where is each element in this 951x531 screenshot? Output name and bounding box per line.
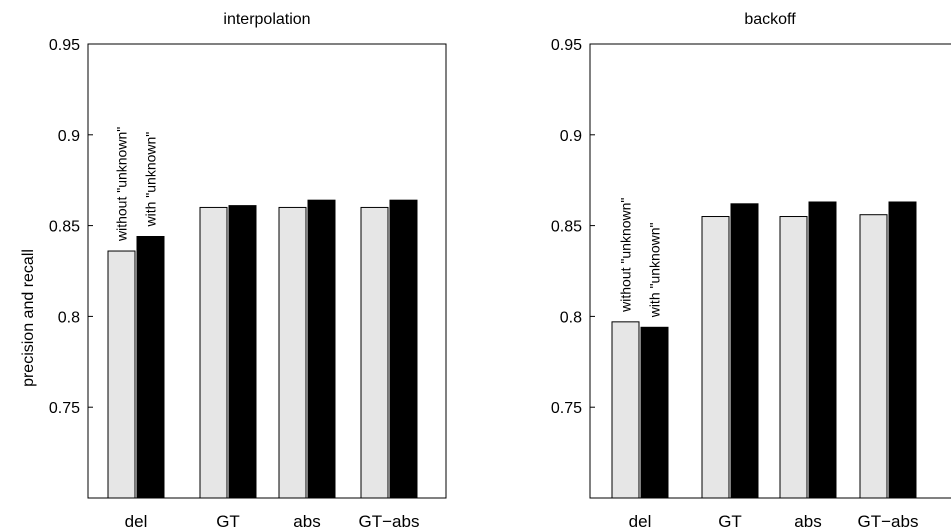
x-tick-label: GT	[216, 512, 240, 531]
bar-with-unknown	[307, 199, 336, 499]
category-labels: del GT abs GT−abs	[125, 512, 420, 531]
y-tick-label: 0.9	[560, 128, 582, 145]
bar-without-unknown	[611, 321, 640, 499]
bar-with-unknown	[389, 199, 418, 499]
y-tick-label: 0.8	[560, 309, 582, 326]
plot-area	[589, 43, 951, 499]
category-labels: del GT abs GT−abs	[629, 512, 919, 531]
bar-with-unknown	[136, 235, 165, 499]
y-tick-label: 0.8	[58, 309, 80, 326]
bar-without-unknown	[278, 206, 307, 499]
y-tick-label: 0.85	[49, 219, 80, 236]
x-tick-label: GT−abs	[359, 512, 420, 531]
y-tick-label: 0.95	[551, 37, 582, 54]
series-annotation: with "unknown"	[647, 222, 663, 318]
x-tick-label: GT−abs	[858, 512, 919, 531]
y-tick-label: 0.75	[551, 400, 582, 417]
y-tick-label: 0.85	[551, 219, 582, 236]
annotations: without "unknown" with "unknown"	[114, 127, 159, 242]
bar-with-unknown	[888, 201, 917, 499]
bar-with-unknown	[730, 203, 759, 499]
bar-with-unknown	[228, 205, 257, 499]
y-ticks: 0.75 0.8 0.85 0.9 0.95	[551, 37, 595, 417]
x-tick-label: del	[629, 512, 652, 531]
y-tick-label: 0.75	[49, 400, 80, 417]
bars	[107, 199, 418, 499]
bars	[611, 201, 917, 499]
chart-title: interpolation	[223, 11, 310, 28]
bar-without-unknown	[859, 214, 888, 499]
y-tick-label: 0.9	[58, 128, 80, 145]
bar-with-unknown	[640, 326, 669, 499]
y-tick-label: 0.95	[49, 37, 80, 54]
x-tick-label: abs	[293, 512, 320, 531]
bar-without-unknown	[360, 206, 389, 499]
bar-without-unknown	[107, 250, 136, 499]
x-tick-label: abs	[794, 512, 821, 531]
chart-title: backoff	[744, 11, 796, 28]
bar-with-unknown	[808, 201, 837, 499]
series-annotation: with "unknown"	[143, 132, 159, 228]
plot-area	[87, 43, 447, 499]
series-annotation: without "unknown"	[618, 198, 634, 313]
x-tick-label: del	[125, 512, 148, 531]
x-tick-label: GT	[718, 512, 742, 531]
y-axis-label: precision and recall	[20, 249, 37, 387]
annotations: without "unknown" with "unknown"	[618, 198, 663, 319]
chart-panel-backoff: backoff 0.75 0.8 0.85 0.9 0.95 del GT abs GT−ab…	[551, 11, 951, 531]
chart-panel-interpolation: interpolation precision and recall 0.750…	[20, 11, 447, 531]
y-ticks: 0.75 0.8 0.85 0.9 0.95	[49, 37, 93, 417]
bar-without-unknown	[779, 216, 808, 499]
series-annotation: without "unknown"	[114, 127, 130, 242]
bar-without-unknown	[701, 216, 730, 499]
bar-without-unknown	[199, 206, 228, 499]
